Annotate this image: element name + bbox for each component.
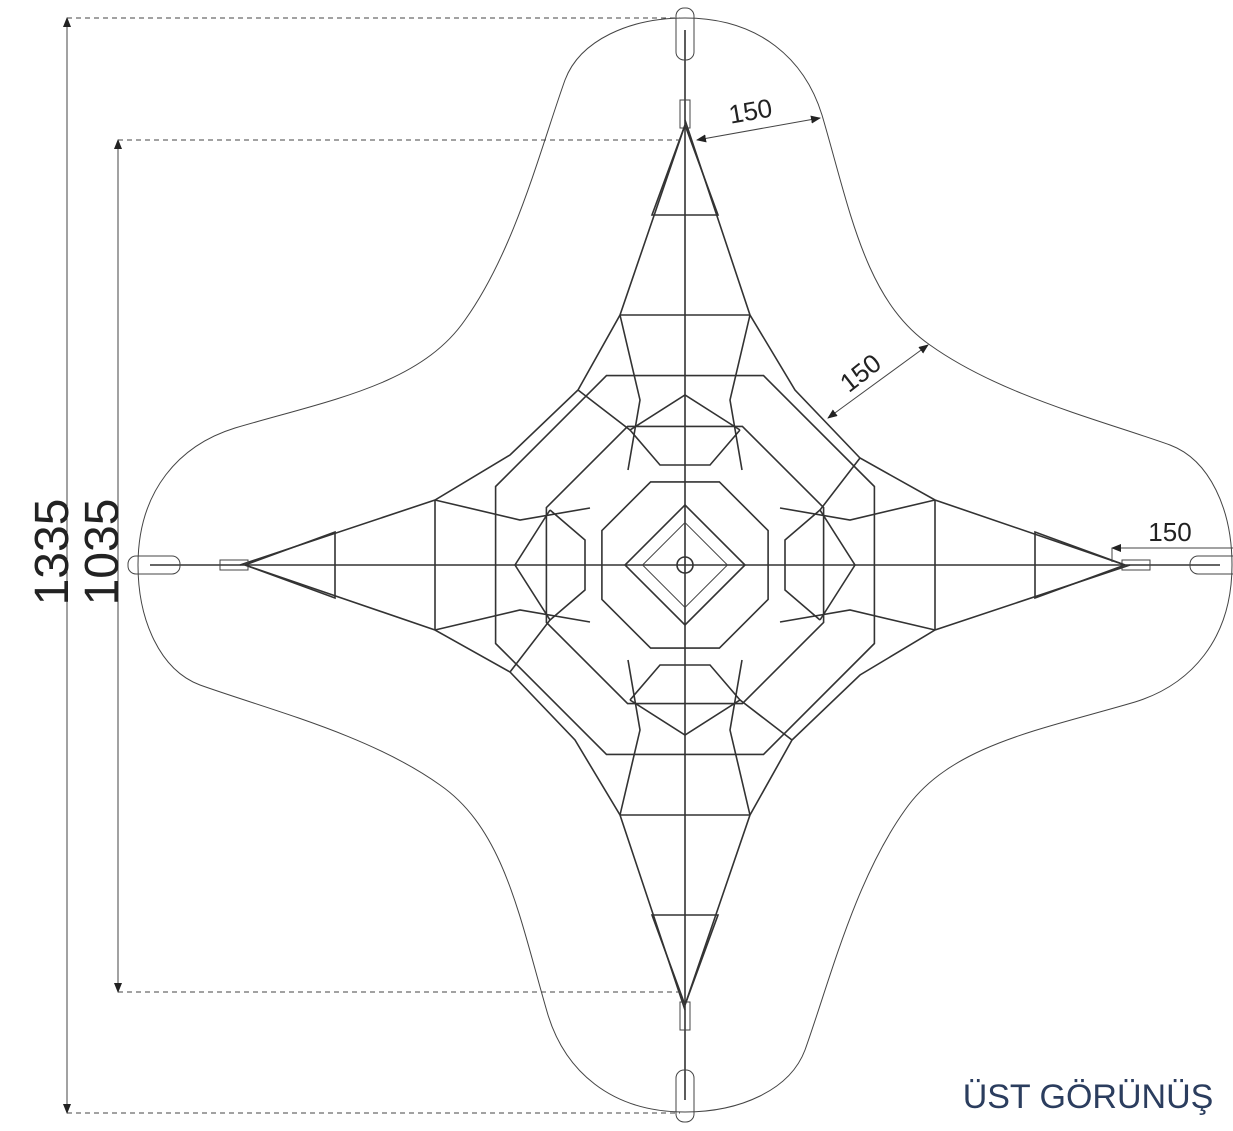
rope (245, 565, 685, 1010)
rope (730, 660, 750, 815)
rope (780, 610, 935, 630)
zone-edge (138, 565, 685, 1112)
rope (685, 120, 1125, 565)
rope (435, 500, 590, 520)
rope (730, 315, 750, 470)
zone-edge (685, 565, 1232, 1112)
clearance-dimension: 150 (726, 93, 774, 130)
net-dimension: 1035 (76, 499, 129, 606)
zone-edge (138, 18, 685, 565)
clearance-dimension: 150 (1148, 517, 1191, 547)
rope (240, 125, 685, 565)
rope (620, 660, 640, 815)
clearance-dimension: 150 (834, 348, 887, 398)
view-caption: ÜST GÖRÜNÜŞ (963, 1078, 1214, 1116)
rope (685, 565, 1130, 1005)
rope (620, 315, 640, 470)
rope (780, 500, 935, 520)
rope (435, 610, 590, 630)
overall-dimension: 1335 (26, 499, 79, 606)
net-arm (685, 120, 1233, 630)
rope (820, 458, 860, 620)
net-structure (128, 8, 1233, 1122)
rope (510, 510, 550, 672)
rope (578, 390, 740, 430)
rope (630, 700, 792, 740)
top-view-drawing: 1335 1035 150 150 150 ÜST GÖRÜNÜŞ (0, 0, 1233, 1131)
